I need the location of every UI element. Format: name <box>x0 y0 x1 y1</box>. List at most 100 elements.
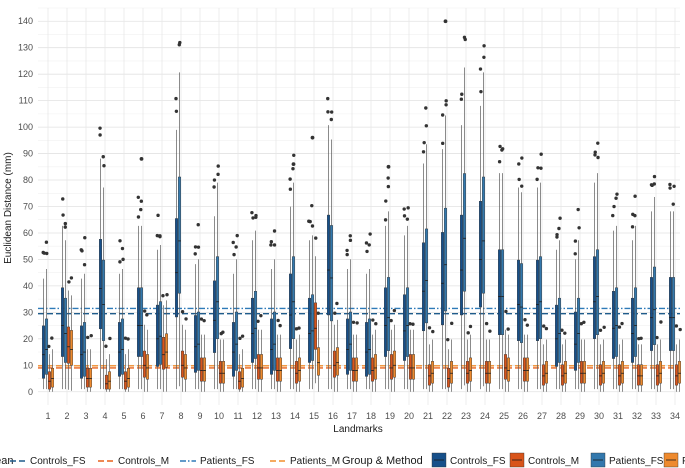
outlier-point <box>668 182 672 187</box>
y-axis-title: Euclidean Distance (mm) <box>3 152 14 264</box>
box <box>253 291 257 359</box>
box <box>669 277 673 351</box>
x-tick-label: 16 <box>328 411 338 421</box>
outlier-point <box>598 328 603 332</box>
outlier-point <box>234 245 238 249</box>
box <box>336 347 340 376</box>
outlier-point <box>384 199 388 203</box>
y-tick-label: 60 <box>23 228 33 238</box>
outlier-point <box>402 214 407 218</box>
box <box>199 357 203 382</box>
outlier-point <box>459 97 464 101</box>
box <box>61 287 65 357</box>
x-tick-label: 17 <box>347 411 357 421</box>
x-tick-label: 3 <box>83 411 88 421</box>
box <box>276 357 280 382</box>
outlier-point <box>612 204 616 209</box>
box <box>142 350 146 378</box>
outlier-point <box>421 150 426 154</box>
outlier-point <box>269 243 273 247</box>
outlier-point <box>196 245 201 249</box>
x-tick-label: 8 <box>178 411 183 421</box>
outlier-point <box>310 224 315 228</box>
box <box>48 371 52 390</box>
outlier-point <box>355 321 359 325</box>
box <box>346 318 350 375</box>
outlier-point <box>484 321 489 326</box>
outlier-point <box>365 249 369 254</box>
outlier-point <box>577 226 581 230</box>
box <box>66 326 70 364</box>
box <box>675 364 679 386</box>
outlier-point <box>520 156 524 160</box>
outlier-point <box>232 252 236 257</box>
legend-group-label: Patients_FS <box>609 456 664 467</box>
y-tick-label: 110 <box>19 96 33 106</box>
outlier-point <box>63 225 67 229</box>
outlier-point <box>368 232 372 236</box>
box <box>602 361 606 384</box>
outlier-point <box>202 318 206 323</box>
box <box>374 354 378 380</box>
x-tick-label: 6 <box>140 411 145 421</box>
box <box>545 361 549 384</box>
box <box>85 368 89 388</box>
box <box>368 318 372 375</box>
box <box>422 242 426 332</box>
box <box>234 311 238 371</box>
box <box>355 357 359 382</box>
box <box>539 256 543 339</box>
outlier-point <box>517 162 521 166</box>
box <box>460 214 464 316</box>
x-tick-label: 30 <box>594 411 604 421</box>
outlier-point <box>136 195 140 200</box>
outlier-point <box>329 110 334 114</box>
outlier-point <box>386 164 391 169</box>
outlier-point <box>145 313 149 317</box>
box <box>177 176 181 294</box>
outlier-point <box>288 187 293 191</box>
outlier-point <box>136 215 141 219</box>
x-tick-label: 7 <box>159 411 164 421</box>
box <box>183 354 187 380</box>
outlier-point <box>142 309 147 313</box>
outlier-point <box>120 246 125 251</box>
outlier-point <box>118 239 122 243</box>
box <box>672 277 676 351</box>
outlier-point <box>82 263 87 267</box>
box <box>618 364 622 386</box>
box <box>333 350 337 378</box>
outlier-point <box>272 243 277 247</box>
outlier-point <box>83 235 87 240</box>
outlier-point <box>193 245 198 249</box>
box <box>507 357 511 382</box>
box <box>311 294 315 361</box>
outlier-point <box>61 213 65 217</box>
outlier-point <box>671 202 675 206</box>
outlier-point <box>579 321 583 326</box>
box <box>409 354 413 380</box>
outlier-point <box>259 313 263 318</box>
outlier-point <box>482 44 486 48</box>
outlier-point <box>254 213 258 218</box>
outlier-point <box>256 319 260 324</box>
outlier-point <box>386 176 390 180</box>
box <box>536 259 540 341</box>
box <box>450 361 454 384</box>
outlier-point <box>294 327 299 331</box>
outlier-point <box>573 239 578 243</box>
box <box>145 354 149 380</box>
outlier-point <box>345 248 349 253</box>
x-tick-label: 2 <box>64 411 69 421</box>
box <box>218 361 222 384</box>
box <box>504 354 508 380</box>
box <box>196 311 200 371</box>
box <box>678 361 682 384</box>
outlier-point <box>50 336 54 340</box>
y-tick-label: 120 <box>18 69 33 79</box>
box <box>653 266 657 345</box>
outlier-point <box>184 317 188 321</box>
x-tick-label: 14 <box>290 411 300 421</box>
